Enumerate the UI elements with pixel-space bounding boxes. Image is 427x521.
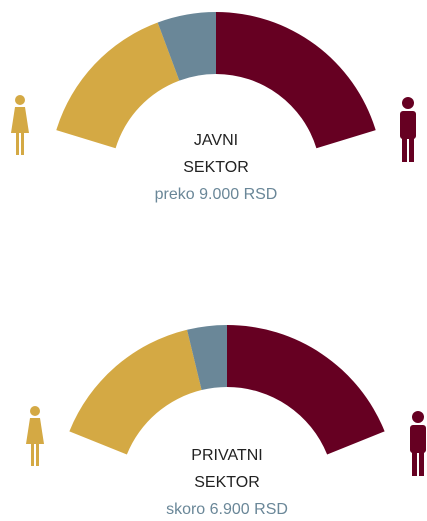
arc-segment	[216, 12, 376, 149]
chart-title: PRIVATNI	[191, 447, 262, 464]
chart-title: JAVNI	[194, 132, 238, 149]
chart-title: SEKTOR	[194, 474, 260, 491]
arc-segment	[69, 329, 202, 455]
chart-subtitle: skoro 6.900 RSD	[166, 501, 288, 518]
arc-segment	[56, 22, 180, 149]
chart-title: SEKTOR	[183, 159, 249, 176]
woman-icon	[11, 95, 29, 155]
arc-segment	[187, 325, 227, 391]
woman-icon	[26, 406, 44, 466]
arc-segment	[227, 325, 385, 455]
man-icon	[410, 411, 426, 476]
arc-segment	[157, 12, 216, 81]
man-icon	[400, 97, 416, 162]
chart-subtitle: preko 9.000 RSD	[155, 186, 278, 203]
